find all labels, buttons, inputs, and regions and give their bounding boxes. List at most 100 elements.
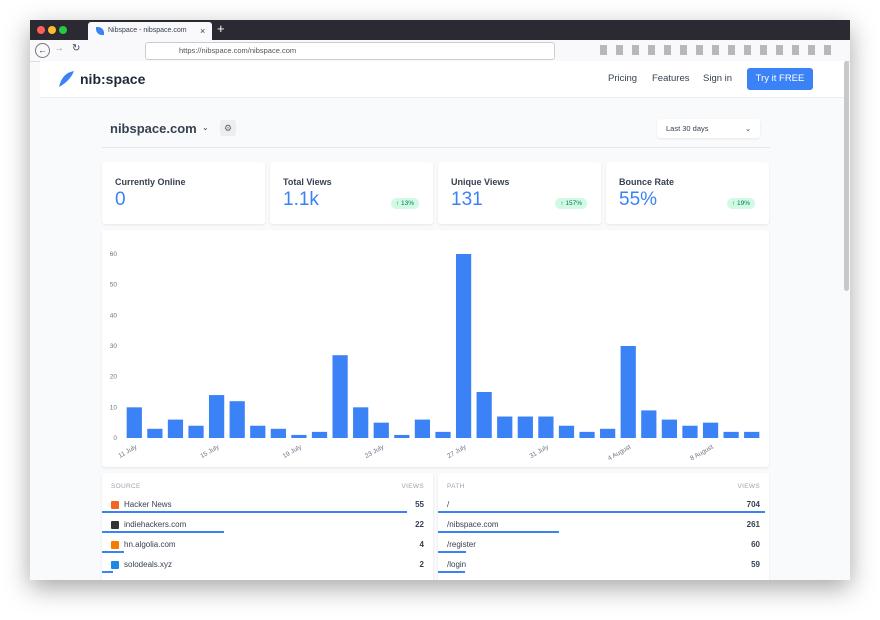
x-tick-label: 19 July — [282, 443, 304, 460]
bar — [517, 416, 533, 438]
url-bar[interactable]: https://nibspace.com/nibspace.com — [145, 42, 555, 60]
bar — [661, 419, 678, 438]
logo[interactable]: nib:space — [80, 71, 146, 87]
row-views: 60 — [751, 540, 760, 549]
bar — [414, 419, 431, 438]
stat-card: Currently Online 0 — [102, 162, 265, 224]
change-badge: ↑ 157% — [555, 198, 587, 209]
chart: 0 10 20 30 40 50 60 11 July 15 July 19 July 23 Jul… — [110, 251, 760, 463]
tab[interactable]: Nibspace - nibspace.com × — [88, 22, 212, 40]
bar — [126, 407, 142, 438]
forward-button[interactable]: → — [54, 43, 64, 54]
new-tab[interactable]: + — [217, 21, 225, 36]
bar — [188, 425, 204, 438]
views-bar — [102, 551, 125, 553]
y-tick-label: 30 — [110, 343, 118, 350]
row-views: 22 — [415, 520, 424, 529]
site-name[interactable]: nibspace.com — [110, 121, 197, 136]
x-tick-label: 8 August — [689, 444, 715, 463]
views-bar — [438, 511, 765, 513]
stat-value: 55% — [619, 189, 658, 210]
divider — [102, 147, 770, 148]
source-icon — [111, 561, 119, 569]
bar — [558, 425, 575, 438]
stat-card: Bounce Rate 55% ↑ 19% — [606, 162, 769, 224]
stat-card: Total Views 1.1k ↑ 13% — [270, 162, 433, 224]
bar — [641, 410, 657, 438]
bar — [394, 434, 410, 438]
sources-card: SOURCE VIEWS Hacker News 55 indiehackers.com… — [102, 473, 433, 580]
stat-label: Currently Online — [115, 177, 186, 187]
y-tick-label: 60 — [110, 251, 118, 258]
url: https://nibspace.com/nibspace.com — [179, 46, 297, 55]
toolbar: ← → ↻ https://nibspace.com/nibspace.com — [30, 40, 850, 62]
site-header: nib:space Pricing Features Sign in Try i… — [40, 61, 845, 98]
change-badge: ↑ 19% — [726, 198, 755, 209]
views-bar — [102, 511, 407, 513]
x-tick-label: 27 July — [446, 443, 468, 460]
bar — [332, 355, 348, 438]
back-button[interactable]: ← — [35, 43, 50, 58]
reload-button[interactable]: ↻ — [72, 43, 81, 54]
row-name: / — [447, 500, 450, 509]
tab-bar: Nibspace - nibspace.com × + — [30, 20, 850, 40]
row-name: /nibspace.com — [447, 520, 499, 529]
browser-window: Nibspace - nibspace.com × + ← → ↻ https:… — [30, 20, 850, 580]
change-value: 13% — [400, 200, 414, 207]
stat-label: Total Views — [283, 177, 332, 187]
row-views: 261 — [746, 520, 760, 529]
row-name: indiehackers.com — [124, 520, 187, 529]
row-views: 59 — [751, 560, 760, 569]
nav-link[interactable]: Pricing — [608, 73, 638, 84]
bar — [744, 431, 760, 438]
column-header: VIEWS — [737, 483, 760, 490]
scrollbar — [844, 61, 849, 291]
chevron: ⌄ — [745, 124, 752, 133]
row-views: 2 — [419, 560, 424, 569]
views-bar — [438, 551, 466, 553]
bar — [682, 425, 698, 438]
chart-card: 0 10 20 30 40 50 60 11 July 15 July 19 July 23 Jul… — [102, 230, 769, 467]
change-badge: ↑ 13% — [390, 198, 419, 209]
bar — [455, 254, 472, 438]
tab-favicon — [96, 27, 104, 35]
bar — [250, 425, 266, 438]
bar — [291, 434, 307, 438]
nav-link[interactable]: Features — [652, 73, 690, 84]
views-bar — [102, 571, 114, 573]
bar — [497, 416, 513, 438]
bar — [147, 428, 163, 438]
bar — [373, 422, 389, 438]
up-arrow: ↑ — [395, 200, 401, 207]
source-icon — [111, 501, 119, 509]
stat-label: Bounce Rate — [619, 177, 675, 187]
tab-title: Nibspace - nibspace.com — [108, 27, 187, 34]
bar — [702, 422, 719, 438]
bar — [723, 431, 739, 438]
bar — [538, 416, 554, 438]
row-name: Hacker News — [124, 500, 172, 509]
range-select[interactable]: Last 30 days ⌄ — [657, 119, 760, 138]
column-header: PATH — [447, 483, 465, 490]
bar — [208, 395, 225, 438]
stat-value: 0 — [115, 189, 126, 210]
x-tick-label: 4 August — [607, 444, 633, 463]
zoom-dot[interactable] — [59, 26, 67, 34]
bar — [620, 346, 636, 438]
tab-close[interactable]: × — [200, 26, 206, 36]
row-name: solodeals.xyz — [124, 560, 173, 569]
settings-button[interactable]: ⚙ — [220, 120, 236, 136]
x-tick-label: 23 July — [364, 443, 386, 460]
views-bar — [438, 571, 466, 573]
stat-label: Unique Views — [451, 177, 510, 187]
bar — [579, 431, 595, 438]
minimize-dot[interactable] — [48, 26, 56, 34]
pages-card: PATH VIEWS / 704/nibspace.com 261/register 60… — [438, 473, 769, 580]
cta-button[interactable]: Try it FREE — [747, 68, 813, 90]
close-dot[interactable] — [37, 26, 45, 34]
site-dropdown[interactable]: ⌄ — [202, 123, 209, 132]
y-tick-label: 50 — [110, 282, 118, 289]
nav-link[interactable]: Sign in — [703, 73, 733, 84]
y-tick-label: 20 — [110, 374, 118, 381]
